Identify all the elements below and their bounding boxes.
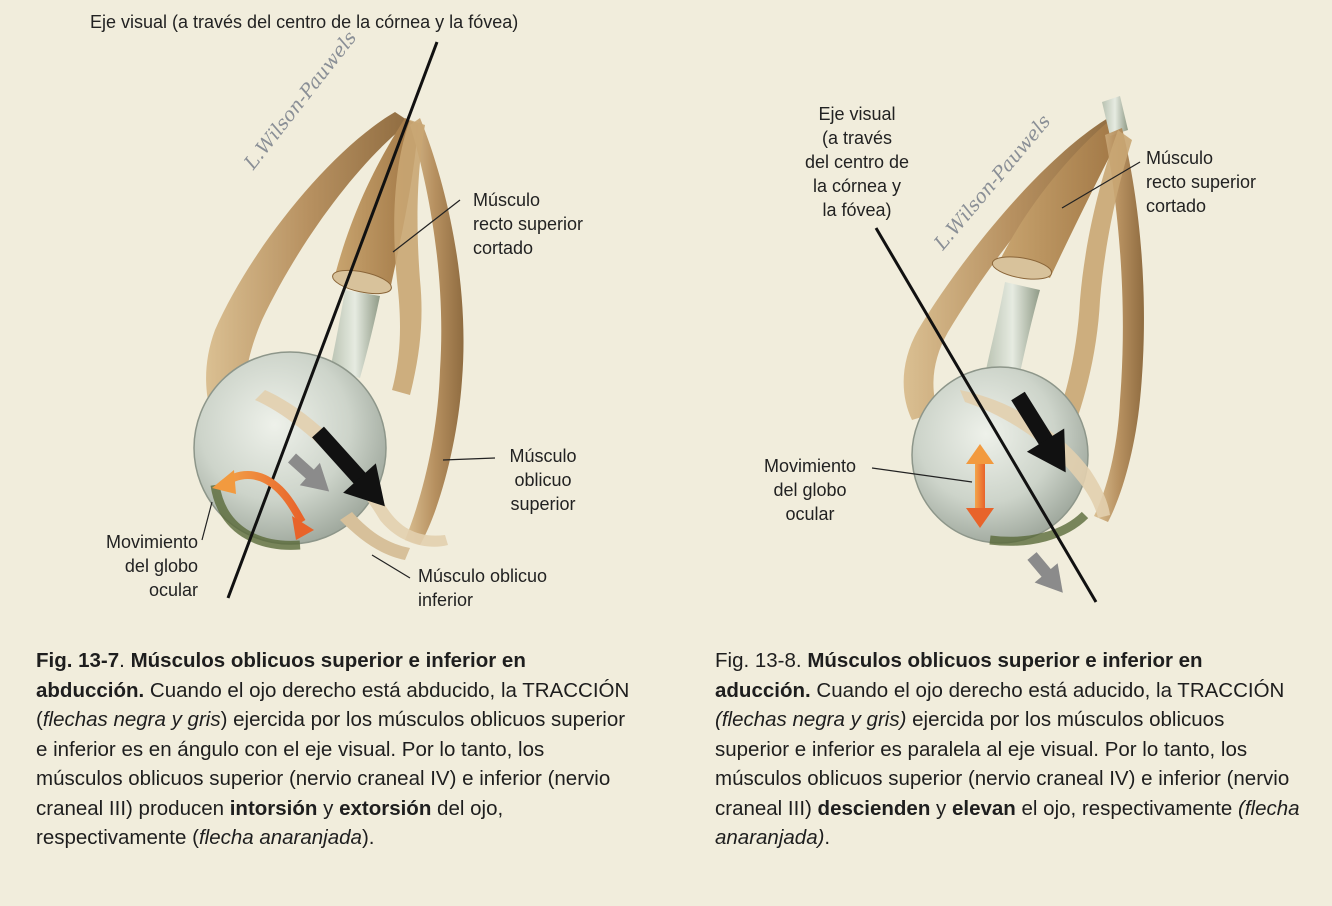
fig-number: Fig. 13-7 <box>36 649 120 672</box>
leader-superior-rectus <box>392 199 461 253</box>
visual-axis-label: Eje visual (a través del centro de la có… <box>804 104 910 220</box>
eye-movement-label: Movimiento del globo ocular <box>763 456 857 524</box>
fig-number: Fig. 13-8. <box>715 649 802 672</box>
figure-caption-13-8: Fig. 13-8. Músculos oblicuos superior e … <box>715 649 1300 849</box>
superior-rectus-label: Músculo recto superior cortado <box>1146 148 1257 216</box>
superior-rectus-muscle <box>1000 120 1122 278</box>
medial-muscle <box>1060 130 1132 416</box>
orange-curved-arrow <box>212 470 314 540</box>
superior-rectus-cut-end <box>991 256 1053 280</box>
fig-13-7-drawing <box>193 41 496 599</box>
visual-axis-label: Eje visual (a través del centro de la có… <box>90 12 519 32</box>
visual-axis-line <box>874 227 1098 603</box>
leader-eye-movement <box>201 501 213 541</box>
medial-muscle <box>392 120 425 395</box>
lateral-muscle <box>903 118 1118 420</box>
caption-title: Músculos oblicuos superior e inferior en… <box>36 649 526 702</box>
illustrations <box>193 41 1144 603</box>
fig-13-8-drawing <box>871 96 1144 603</box>
figure-caption-13-7: Fig. 13-7. Músculos oblicuos superior e … <box>36 649 630 849</box>
optic-nerve-apex <box>1102 96 1128 136</box>
black-arrow <box>312 426 385 507</box>
inferior-oblique-label: Músculo oblicuo inferior <box>418 566 548 610</box>
eye-movement-label: Movimiento del globo ocular <box>105 532 198 600</box>
leader-eye-movement <box>871 467 973 483</box>
cornea-rim <box>989 511 1089 546</box>
visual-axis-line <box>226 41 439 599</box>
superior-oblique-label: Músculo oblicuo superior <box>509 446 577 514</box>
optic-nerve <box>985 282 1040 382</box>
gray-arrow <box>1027 552 1063 593</box>
oblique-tendons <box>960 390 1110 518</box>
inferior-oblique-muscle <box>340 512 410 560</box>
superior-oblique-muscle <box>405 118 464 545</box>
black-arrow <box>1011 391 1066 473</box>
leader-inferior-oblique <box>371 554 411 579</box>
caption-title: Músculos oblicuos superior e inferior en… <box>715 649 1203 702</box>
optic-nerve <box>330 290 380 378</box>
gray-arrow <box>287 453 330 492</box>
cornea-rim <box>210 484 301 550</box>
superior-rectus-cut-end <box>332 269 392 295</box>
leader-superior-rectus <box>1061 161 1141 209</box>
superior-oblique-muscle <box>1094 128 1144 522</box>
orange-vertical-arrow <box>966 444 994 528</box>
leader-superior-oblique <box>442 457 496 461</box>
superior-rectus-label: Músculo recto superior cortado <box>473 190 584 258</box>
